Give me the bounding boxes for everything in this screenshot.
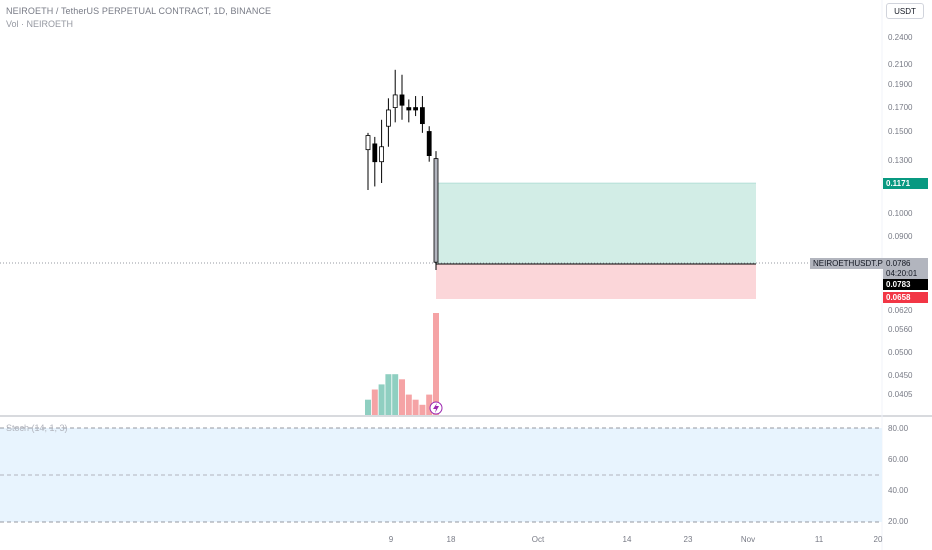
currency-button[interactable]: USDT xyxy=(886,3,924,19)
price-tick: 0.2100 xyxy=(888,60,913,69)
stoch-legend[interactable]: Stoch (14, 1, 3) xyxy=(6,423,68,433)
volume-bar xyxy=(365,399,371,415)
candle-body xyxy=(399,94,405,106)
price-tick: 0.1300 xyxy=(888,156,913,165)
countdown-timer: 04:20:01 xyxy=(886,269,918,278)
volume-bar xyxy=(399,379,405,415)
price-tick: 0.1700 xyxy=(888,103,913,112)
volume-group xyxy=(365,313,439,415)
volume-bar xyxy=(392,374,399,415)
target-zone[interactable] xyxy=(436,183,756,264)
candle-body xyxy=(385,109,391,127)
price-tick: 0.0560 xyxy=(888,325,913,334)
time-tick: 20 xyxy=(873,535,883,544)
volume-legend: Vol · NEIROETH xyxy=(6,19,74,29)
price-tick: 0.2400 xyxy=(888,33,913,42)
stoch-tick: 60.00 xyxy=(888,455,909,464)
chart-title: NEIROETH / TetherUS PERPETUAL CONTRACT, … xyxy=(6,6,272,16)
stop-price-tag: 0.0658 xyxy=(883,292,928,303)
candle-body xyxy=(413,107,419,111)
volume-bar xyxy=(426,394,433,415)
candle-body xyxy=(379,146,385,163)
price-tick: 0.0620 xyxy=(888,306,913,315)
volume-bar xyxy=(405,394,412,415)
last-price-tag: 0.0786 04:20:01 xyxy=(883,258,928,279)
lightning-icon[interactable] xyxy=(429,401,443,415)
price-tick: 0.0900 xyxy=(888,232,913,241)
candle-body xyxy=(365,135,371,151)
time-tick: 9 xyxy=(388,535,394,544)
price-tick: 0.1900 xyxy=(888,80,913,89)
candle-body xyxy=(426,131,432,156)
candles-group xyxy=(365,69,439,271)
stop-zone[interactable] xyxy=(436,264,756,299)
stoch-tick: 20.00 xyxy=(888,517,909,526)
candle-body xyxy=(433,158,439,263)
target-price-tag: 0.1171 xyxy=(883,178,928,189)
time-tick: 18 xyxy=(446,535,456,544)
price-tick: 0.0500 xyxy=(888,348,913,357)
time-tick: 11 xyxy=(814,535,824,544)
time-tick: Nov xyxy=(740,535,756,544)
candle-body xyxy=(372,143,378,163)
candle-body xyxy=(392,94,398,108)
volume-bar xyxy=(419,404,426,415)
time-tick: Oct xyxy=(531,535,545,544)
price-tick: 0.0405 xyxy=(888,390,913,399)
volume-bar xyxy=(378,384,385,415)
volume-bar xyxy=(371,389,378,415)
volume-bar xyxy=(385,374,392,415)
entry-price-tag: 0.0783 xyxy=(883,279,928,290)
time-tick: 14 xyxy=(622,535,632,544)
volume-bar xyxy=(412,399,419,415)
time-tick: 23 xyxy=(683,535,693,544)
stoch-tick: 40.00 xyxy=(888,486,909,495)
stoch-tick: 80.00 xyxy=(888,424,909,433)
volume-bar xyxy=(433,313,439,415)
symbol-tag: NEIROETHUSDT.P xyxy=(810,258,886,269)
last-price-value: 0.0786 xyxy=(886,259,911,268)
price-tick: 0.0450 xyxy=(888,371,913,380)
candle-body xyxy=(406,107,412,111)
price-tick: 0.1000 xyxy=(888,209,913,218)
candle-body xyxy=(419,107,425,125)
price-tick: 0.1500 xyxy=(888,127,913,136)
